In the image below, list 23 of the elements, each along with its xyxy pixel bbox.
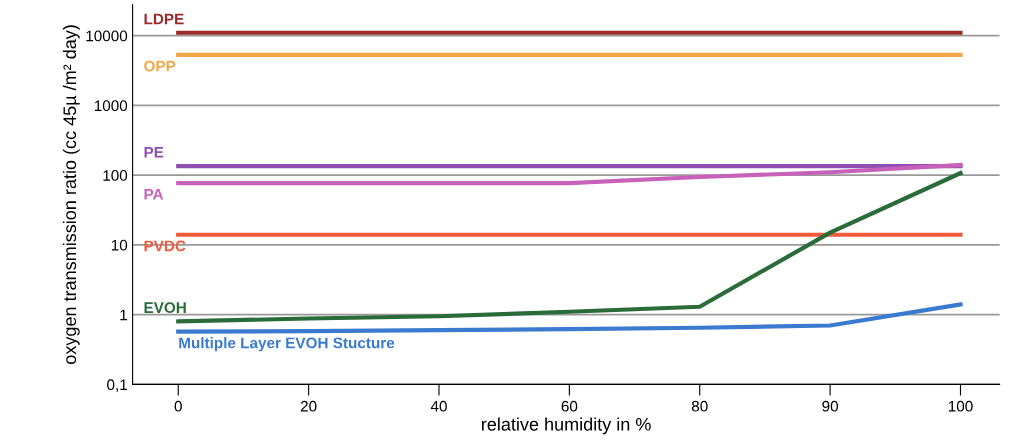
x-tick-label: 40	[430, 400, 447, 412]
x-tick-label: 0	[174, 400, 182, 412]
x-tick-label: 90	[822, 400, 839, 412]
y-tick-label: 10	[111, 239, 128, 251]
y-axis-title: oxygen transmission ratio (cc 45µ /m² day)	[62, 25, 80, 364]
y-tick-label: 1000	[94, 100, 128, 112]
y-tick-label: 100	[103, 170, 128, 181]
x-tick-label: 100	[948, 400, 973, 412]
line-series	[176, 162, 963, 186]
x-tick-label: 20	[300, 400, 317, 412]
x-tick-label: 60	[561, 400, 578, 412]
series-label: EVOH	[144, 302, 186, 314]
series-label: PVDC	[144, 240, 186, 252]
x-axis-title: relative humidity in %	[482, 417, 651, 435]
series-label: LDPE	[144, 13, 184, 25]
y-tick-label: 10000	[86, 30, 128, 42]
series-label: Multiple Layer EVOH Stucture	[179, 337, 395, 352]
series-label: PA	[144, 189, 164, 200]
series-label: OPP	[144, 60, 176, 72]
series-label: PE	[144, 147, 164, 158]
x-tick-label: 80	[691, 400, 708, 412]
y-tick-label: 0,1	[107, 379, 127, 392]
y-tick-label: 1	[120, 309, 127, 321]
